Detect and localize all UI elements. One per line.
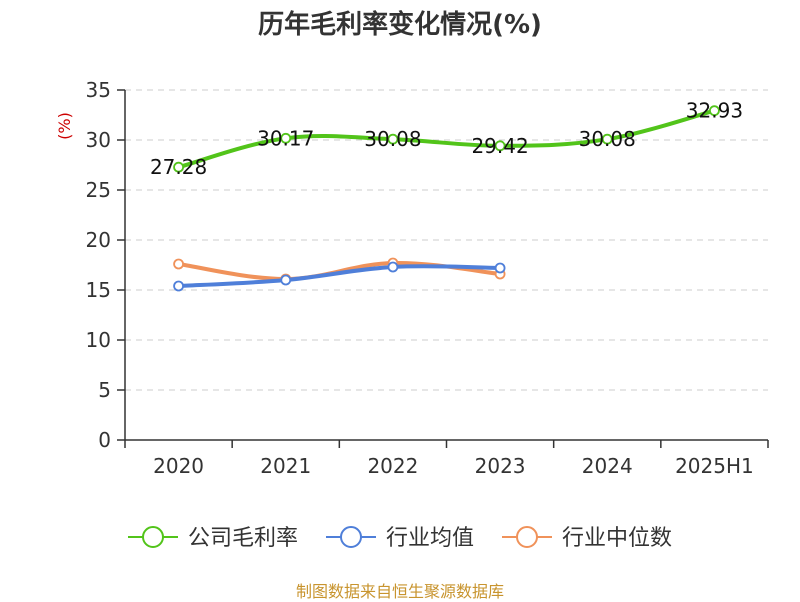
chart-title: 历年毛利率变化情况(%) bbox=[258, 10, 542, 40]
x-tick-label: 2025H1 bbox=[675, 454, 754, 478]
legend-item: 行业均值 bbox=[325, 526, 474, 551]
data-label: 30.17 bbox=[257, 126, 314, 150]
data-point-1 bbox=[280, 274, 292, 286]
y-tick-label: 10 bbox=[86, 328, 111, 352]
axis-layer: 0 5 10 15 20 25 30 35 2020 2021 2022 2023 2024 2025H1 bbox=[86, 78, 769, 478]
y-tick-label: 20 bbox=[86, 228, 111, 252]
y-tick-label: 5 bbox=[98, 378, 111, 402]
data-point-0 bbox=[173, 161, 184, 173]
legend-marker-icon bbox=[339, 526, 362, 548]
y-tick-label: 15 bbox=[86, 278, 111, 302]
legend-marker-icon bbox=[516, 526, 539, 548]
series-line-0 bbox=[176, 108, 717, 170]
legend-label: 公司毛利率 bbox=[188, 526, 298, 551]
x-tick-label: 2020 bbox=[153, 454, 204, 478]
y-tick-label: 35 bbox=[86, 78, 111, 102]
legend-item: 行业中位数 bbox=[502, 526, 672, 551]
data-label: 27.28 bbox=[150, 155, 207, 179]
y-axis-unit: (%) bbox=[55, 112, 74, 140]
data-label: 32.93 bbox=[686, 99, 743, 123]
y-tick-label: 30 bbox=[86, 128, 111, 152]
data-label: 30.08 bbox=[364, 127, 421, 151]
legend: 公司毛利率 行业均值 行业中位数 bbox=[127, 526, 672, 551]
x-tick-label: 2024 bbox=[582, 454, 633, 478]
data-label: 29.42 bbox=[471, 134, 528, 158]
x-tick-label: 2023 bbox=[475, 454, 526, 478]
legend-item: 公司毛利率 bbox=[127, 526, 298, 551]
data-point-0 bbox=[494, 140, 506, 152]
data-point-1 bbox=[494, 262, 506, 274]
data-point-1 bbox=[387, 261, 399, 273]
data-point-0 bbox=[709, 105, 720, 117]
y-tick-label: 0 bbox=[98, 428, 111, 452]
data-point-2 bbox=[173, 258, 184, 270]
data-label-layer: 27.28 30.17 30.08 29.42 30.08 32.93 bbox=[150, 99, 743, 180]
x-tick-label: 2022 bbox=[367, 454, 418, 478]
legend-label: 行业中位数 bbox=[562, 526, 672, 551]
grid-layer bbox=[125, 89, 768, 391]
legend-label: 行业均值 bbox=[386, 526, 474, 551]
data-point-0 bbox=[280, 132, 292, 144]
x-tick-label: 2021 bbox=[260, 454, 311, 478]
legend-marker-icon bbox=[141, 526, 164, 548]
data-point-1 bbox=[173, 280, 184, 292]
y-tick-label: 25 bbox=[86, 178, 111, 202]
series-layer bbox=[173, 105, 720, 292]
series-line-1 bbox=[176, 264, 503, 288]
data-label: 30.08 bbox=[579, 127, 636, 151]
source-note: 制图数据来自恒生聚源数据库 bbox=[295, 582, 504, 601]
data-point-0 bbox=[387, 133, 399, 145]
data-point-0 bbox=[601, 133, 613, 145]
